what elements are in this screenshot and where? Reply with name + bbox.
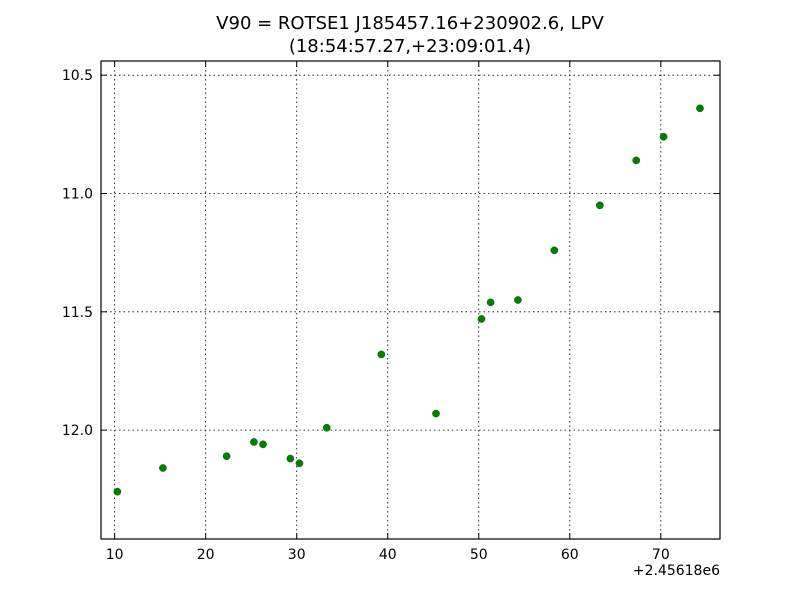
- data-point: [113, 487, 122, 496]
- data-point: [159, 464, 167, 472]
- data-point: [477, 315, 486, 323]
- y-tick-label: 11.0: [62, 187, 93, 203]
- data-point: [432, 409, 440, 418]
- data-points: [113, 104, 704, 496]
- x-tick-label: 40: [379, 547, 397, 563]
- data-point: [595, 201, 604, 210]
- chart-title-line2: (18:54:57.27,+23:09:01.4): [289, 36, 531, 57]
- data-point: [259, 440, 267, 449]
- axis-ticks: 10 20 30 40 50 60 70 10.5 11.0 11.5 12.0: [62, 61, 720, 563]
- data-point: [550, 246, 559, 255]
- data-point: [295, 459, 304, 468]
- data-point: [659, 132, 668, 141]
- x-tick-label: 50: [470, 547, 488, 563]
- data-point: [286, 454, 295, 463]
- x-tick-label: 70: [652, 547, 670, 563]
- x-tick-label: 30: [288, 547, 306, 563]
- x-offset-label: +2.45618e6: [633, 563, 720, 579]
- plot-area-frame: [100, 60, 721, 540]
- y-tick-label: 12.0: [62, 423, 93, 439]
- x-tick-label: 60: [561, 547, 579, 563]
- data-point: [377, 350, 386, 359]
- y-tick-label: 11.5: [62, 305, 93, 321]
- data-point: [486, 298, 495, 307]
- x-tick-label: 10: [106, 547, 124, 563]
- data-point: [222, 452, 231, 461]
- grid-lines: [101, 61, 720, 539]
- data-point: [632, 156, 641, 165]
- data-point: [322, 423, 331, 432]
- data-point: [250, 438, 258, 446]
- y-tick-label: 10.5: [62, 68, 93, 84]
- chart-title-line1: V90 = ROTSE1 J185457.16+230902.6, LPV: [216, 13, 604, 34]
- x-tick-label: 20: [197, 547, 215, 563]
- data-point: [514, 296, 522, 304]
- data-point: [696, 104, 704, 113]
